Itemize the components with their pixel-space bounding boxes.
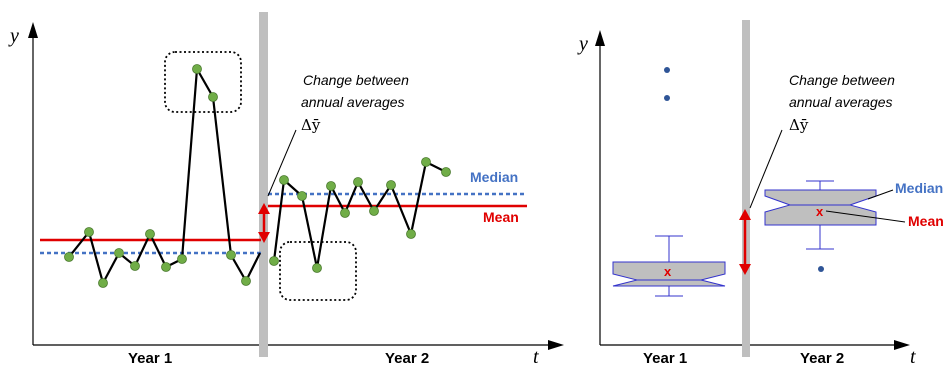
- boxplot-year2: x: [764, 180, 877, 272]
- right-year1-label: Year 1: [643, 350, 687, 367]
- left-series-points: [64, 64, 451, 288]
- left-panel: y t Year 1 Year 2 Median Mean: [8, 12, 564, 368]
- data-point: [312, 263, 322, 273]
- left-year-divider: [259, 12, 268, 357]
- data-point: [279, 175, 289, 185]
- left-annotation-delta: Δȳ: [301, 116, 321, 134]
- data-point: [406, 229, 416, 239]
- notched-box: [764, 189, 877, 226]
- mean-marker: x: [816, 204, 824, 219]
- data-point: [269, 256, 279, 266]
- data-point: [177, 254, 187, 264]
- data-point: [241, 276, 251, 286]
- data-point: [208, 92, 218, 102]
- data-point: [340, 208, 350, 218]
- data-point: [64, 252, 74, 262]
- left-x-axis-arrow: [548, 340, 564, 350]
- left-dip-highlight-box: [279, 241, 357, 301]
- mean-marker: x: [664, 264, 672, 279]
- left-annotation-leader: [267, 129, 297, 197]
- right-panel: y t Year 1 Year 2: [577, 20, 916, 368]
- right-median-label: Median: [895, 180, 943, 196]
- right-mean-label: Mean: [908, 213, 944, 229]
- left-annotation-line1: Change between: [303, 72, 409, 88]
- data-point: [84, 227, 94, 237]
- right-annotation-line1: Change between: [789, 72, 895, 88]
- data-point: [441, 167, 451, 177]
- right-mean-leader: [825, 210, 906, 223]
- right-x-axis-arrow: [894, 340, 910, 350]
- left-y-axis-label: y: [8, 25, 19, 47]
- data-point: [353, 177, 363, 187]
- right-annotation-leader: [749, 129, 783, 209]
- data-point: [386, 180, 396, 190]
- right-annotation-delta: Δȳ: [789, 116, 809, 134]
- data-point: [369, 206, 379, 216]
- left-year1-label: Year 1: [128, 350, 172, 367]
- right-x-axis-label: t: [910, 346, 916, 368]
- left-x-axis-label: t: [533, 346, 539, 368]
- data-point: [130, 261, 140, 271]
- right-y-axis-arrow: [595, 30, 605, 46]
- right-year-divider: [742, 20, 750, 357]
- data-point: [297, 191, 307, 201]
- right-median-leader: [867, 189, 894, 200]
- right-change-arrow: [739, 209, 751, 275]
- outlier: [818, 266, 824, 272]
- data-point: [421, 157, 431, 167]
- left-y-axis-arrow: [28, 22, 38, 38]
- left-median-label: Median: [470, 169, 518, 185]
- data-point: [326, 181, 336, 191]
- data-point: [161, 262, 171, 272]
- data-point: [226, 250, 236, 260]
- left-mean-label: Mean: [483, 209, 519, 225]
- left-change-arrow: [258, 203, 270, 243]
- data-point: [145, 229, 155, 239]
- data-point: [98, 278, 108, 288]
- left-year2-label: Year 2: [385, 350, 429, 367]
- right-year1-outlier: [664, 67, 670, 73]
- data-point: [192, 64, 202, 74]
- right-year2-label: Year 2: [800, 350, 844, 367]
- left-annotation-line2: annual averages: [301, 94, 405, 110]
- data-point: [114, 248, 124, 258]
- boxplot-year1: x: [612, 235, 726, 297]
- right-year1-outlier: [664, 95, 670, 101]
- right-y-axis-label: y: [577, 33, 588, 55]
- left-outlier-highlight-box: [164, 51, 242, 113]
- right-annotation-line2: annual averages: [789, 94, 893, 110]
